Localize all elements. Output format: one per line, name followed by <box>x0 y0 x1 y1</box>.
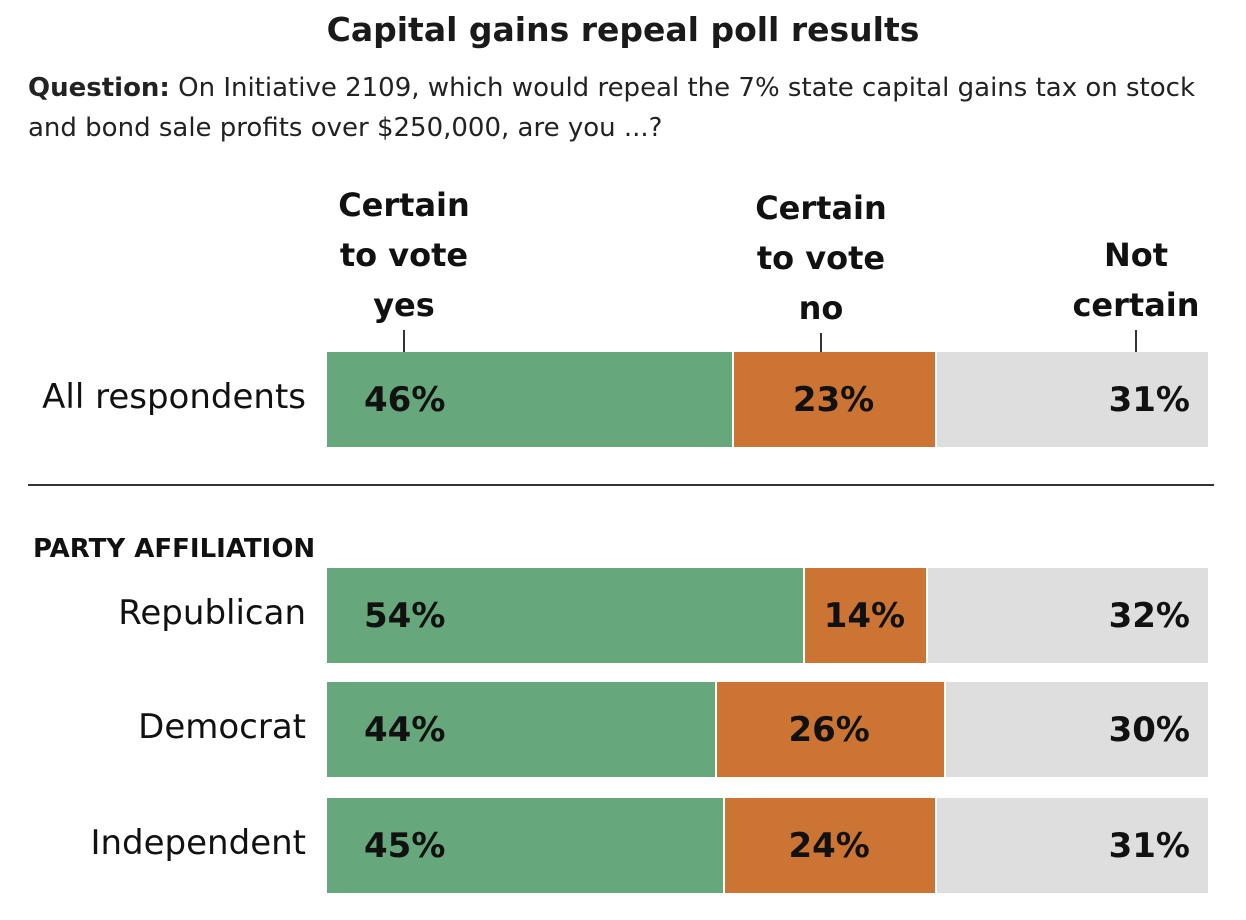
bar-not-certain-all-respondents <box>934 352 1208 447</box>
legend-tick-no <box>820 333 822 369</box>
data-label-no-democrat: 26% <box>788 709 870 750</box>
bar-no-all-respondents <box>732 352 935 447</box>
data-label-no-republican: 14% <box>823 595 906 636</box>
bar-yes-democrat <box>327 682 715 777</box>
bar-no-independent <box>723 798 935 893</box>
data-label-yes-democrat: 44% <box>364 709 446 750</box>
bar-yes-republican <box>327 568 803 663</box>
bar-not-certain-republican <box>926 568 1208 663</box>
row-label-all-respondents: All respondents <box>42 377 306 417</box>
bar-not-certain-democrat <box>943 682 1208 777</box>
bar-row-all-respondents: 46% 23% 31% <box>327 352 1208 447</box>
data-label-not-certain-independent: 31% <box>1108 825 1190 866</box>
data-label-yes-republican: 54% <box>364 595 446 636</box>
data-label-yes-independent: 45% <box>364 825 446 866</box>
row-label-republican: Republican <box>118 593 306 633</box>
bar-no-democrat <box>714 682 944 777</box>
bar-not-certain-independent <box>934 798 1208 893</box>
data-label-not-certain-all-respondents: 31% <box>1108 379 1190 420</box>
legend-tick-yes <box>403 330 405 366</box>
bar-row-democrat: 44% 26% 30% <box>327 682 1208 777</box>
legend-label-no: Certain to vote no <box>755 189 887 327</box>
question-body: On Initiative 2109, which would repeal t… <box>28 73 1196 143</box>
question-text: Question: On Initiative 2109, which woul… <box>28 68 1218 148</box>
data-label-not-certain-democrat: 30% <box>1108 709 1190 750</box>
row-label-democrat: Democrat <box>138 707 306 747</box>
data-label-no-independent: 24% <box>788 825 870 866</box>
section-divider <box>28 484 1214 486</box>
bar-row-republican: 54% 14% 32% <box>327 568 1208 663</box>
legend-label-not-certain: Not certain <box>1072 236 1200 324</box>
data-label-no-all-respondents: 23% <box>792 379 875 420</box>
legend-tick-not-certain <box>1135 330 1137 366</box>
chart-title: Capital gains repeal poll results <box>326 10 920 49</box>
bar-yes-all-respondents <box>327 352 733 447</box>
group-label-party-affiliation: PARTY AFFILIATION <box>33 534 316 564</box>
legend-label-yes: Certain to vote yes <box>338 186 470 324</box>
data-label-not-certain-republican: 32% <box>1108 595 1190 636</box>
bar-yes-independent <box>327 798 724 893</box>
bar-no-republican <box>802 568 927 663</box>
row-label-independent: Independent <box>90 823 306 863</box>
question-label: Question: <box>28 73 170 103</box>
bar-row-independent: 45% 24% 31% <box>327 798 1208 893</box>
data-label-yes-all-respondents: 46% <box>364 379 446 420</box>
